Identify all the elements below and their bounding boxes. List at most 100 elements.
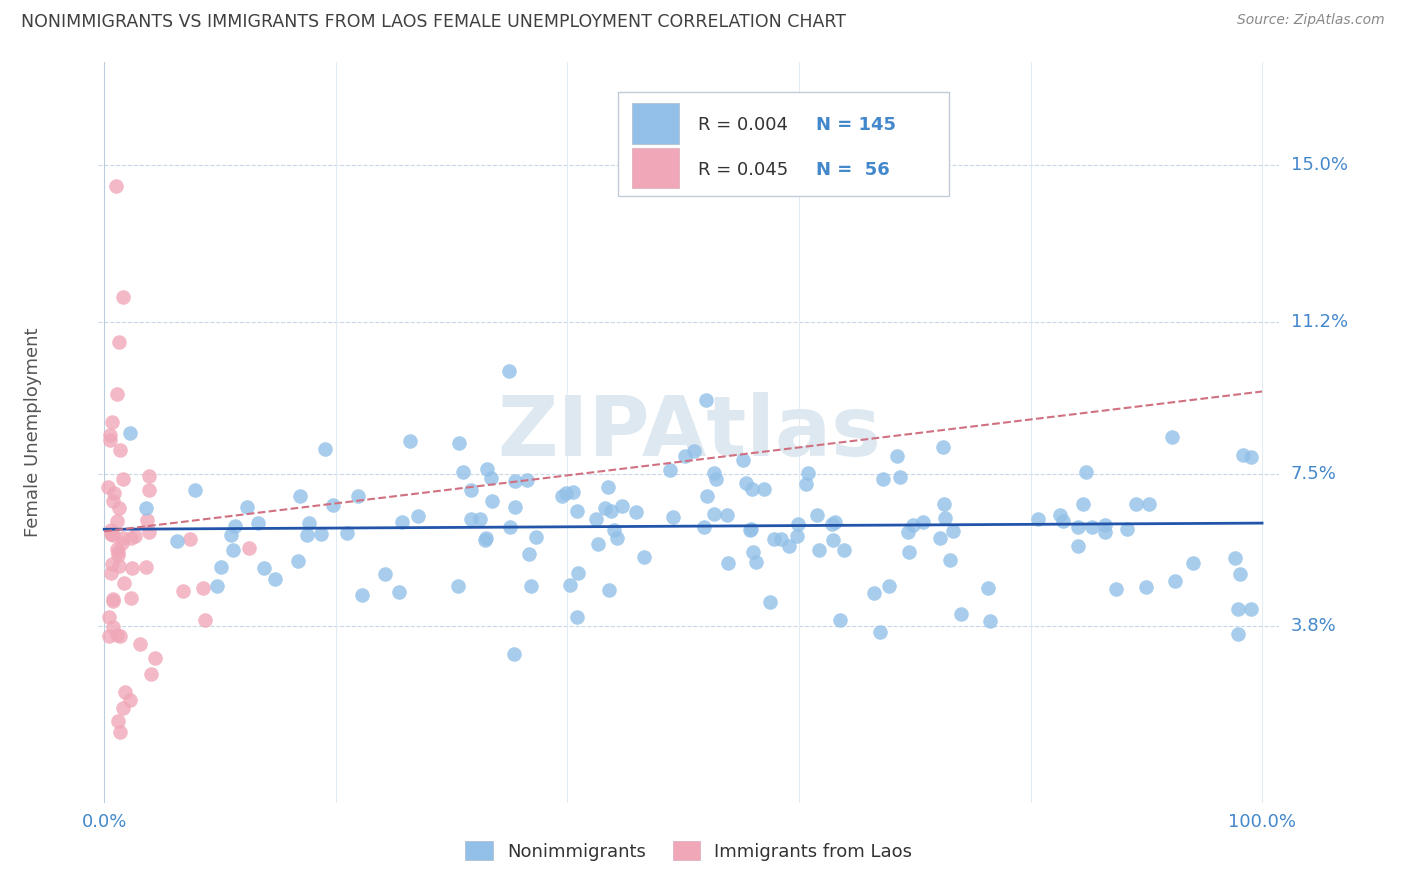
Point	[236, 500, 259, 514]
Point	[758, 595, 780, 609]
Point	[889, 469, 911, 483]
Point	[600, 504, 623, 518]
Point	[143, 650, 166, 665]
Point	[101, 591, 124, 606]
Point	[863, 586, 886, 600]
Point	[107, 545, 129, 559]
Point	[138, 469, 160, 483]
Point	[111, 290, 134, 304]
Point	[309, 527, 332, 541]
Point	[100, 527, 122, 541]
Point	[479, 471, 502, 485]
Point	[942, 524, 965, 539]
Point	[598, 582, 620, 597]
Point	[624, 505, 647, 519]
Point	[593, 500, 616, 515]
Point	[103, 486, 125, 500]
Point	[97, 629, 120, 643]
Point	[1081, 520, 1104, 534]
Point	[897, 525, 920, 540]
Point	[101, 415, 124, 429]
Point	[101, 493, 124, 508]
Point	[778, 539, 800, 553]
Text: 15.0%: 15.0%	[1291, 156, 1347, 174]
Text: ZIPAtlas: ZIPAtlas	[496, 392, 882, 473]
Point	[295, 528, 318, 542]
Point	[585, 511, 607, 525]
Point	[517, 547, 540, 561]
Point	[108, 501, 131, 516]
Point	[322, 498, 344, 512]
Point	[246, 516, 269, 530]
Point	[696, 489, 718, 503]
Point	[114, 685, 136, 699]
Point	[561, 484, 583, 499]
Point	[524, 530, 547, 544]
Point	[503, 647, 526, 661]
Point	[794, 477, 817, 491]
Point	[224, 518, 246, 533]
Point	[949, 607, 972, 621]
Point	[692, 520, 714, 534]
Point	[832, 542, 855, 557]
Point	[939, 553, 962, 567]
Point	[298, 516, 321, 530]
Point	[474, 532, 496, 546]
Point	[108, 559, 131, 574]
Point	[603, 523, 626, 537]
Text: N =  56: N = 56	[817, 161, 890, 178]
Point	[477, 461, 499, 475]
Point	[821, 517, 844, 532]
Point	[221, 528, 243, 542]
Point	[110, 629, 132, 643]
Point	[731, 453, 754, 467]
Point	[120, 425, 142, 440]
Point	[520, 579, 543, 593]
Point	[558, 578, 581, 592]
FancyBboxPatch shape	[619, 92, 949, 195]
Point	[979, 614, 1001, 628]
Point	[742, 545, 765, 559]
Point	[112, 576, 135, 591]
Point	[606, 531, 628, 545]
Point	[100, 558, 122, 572]
Point	[101, 620, 124, 634]
Point	[205, 579, 228, 593]
Point	[1226, 601, 1249, 615]
Point	[1028, 512, 1050, 526]
Point	[1105, 582, 1128, 597]
Point	[460, 512, 482, 526]
Point	[703, 507, 725, 521]
Point	[1094, 517, 1116, 532]
Point	[222, 543, 245, 558]
Point	[598, 479, 620, 493]
Text: Source: ZipAtlas.com: Source: ZipAtlas.com	[1237, 13, 1385, 28]
Text: 11.2%: 11.2%	[1291, 312, 1348, 331]
Point	[138, 524, 160, 539]
Point	[740, 522, 762, 536]
Point	[567, 566, 589, 581]
Point	[468, 512, 491, 526]
Point	[886, 449, 908, 463]
Point	[934, 511, 956, 525]
Point	[1076, 465, 1098, 479]
Point	[912, 516, 935, 530]
Point	[1071, 497, 1094, 511]
Point	[1239, 450, 1261, 465]
Point	[769, 532, 792, 546]
Point	[1094, 525, 1116, 540]
Point	[633, 549, 655, 564]
Point	[98, 610, 121, 624]
Point	[1232, 448, 1254, 462]
Point	[111, 536, 134, 550]
Point	[565, 503, 588, 517]
Point	[1223, 551, 1246, 566]
Point	[877, 579, 900, 593]
Point	[166, 534, 188, 549]
Point	[1052, 514, 1074, 528]
Point	[314, 442, 336, 456]
Point	[932, 497, 955, 511]
Point	[1115, 522, 1137, 536]
Point	[499, 520, 522, 534]
Point	[135, 559, 157, 574]
